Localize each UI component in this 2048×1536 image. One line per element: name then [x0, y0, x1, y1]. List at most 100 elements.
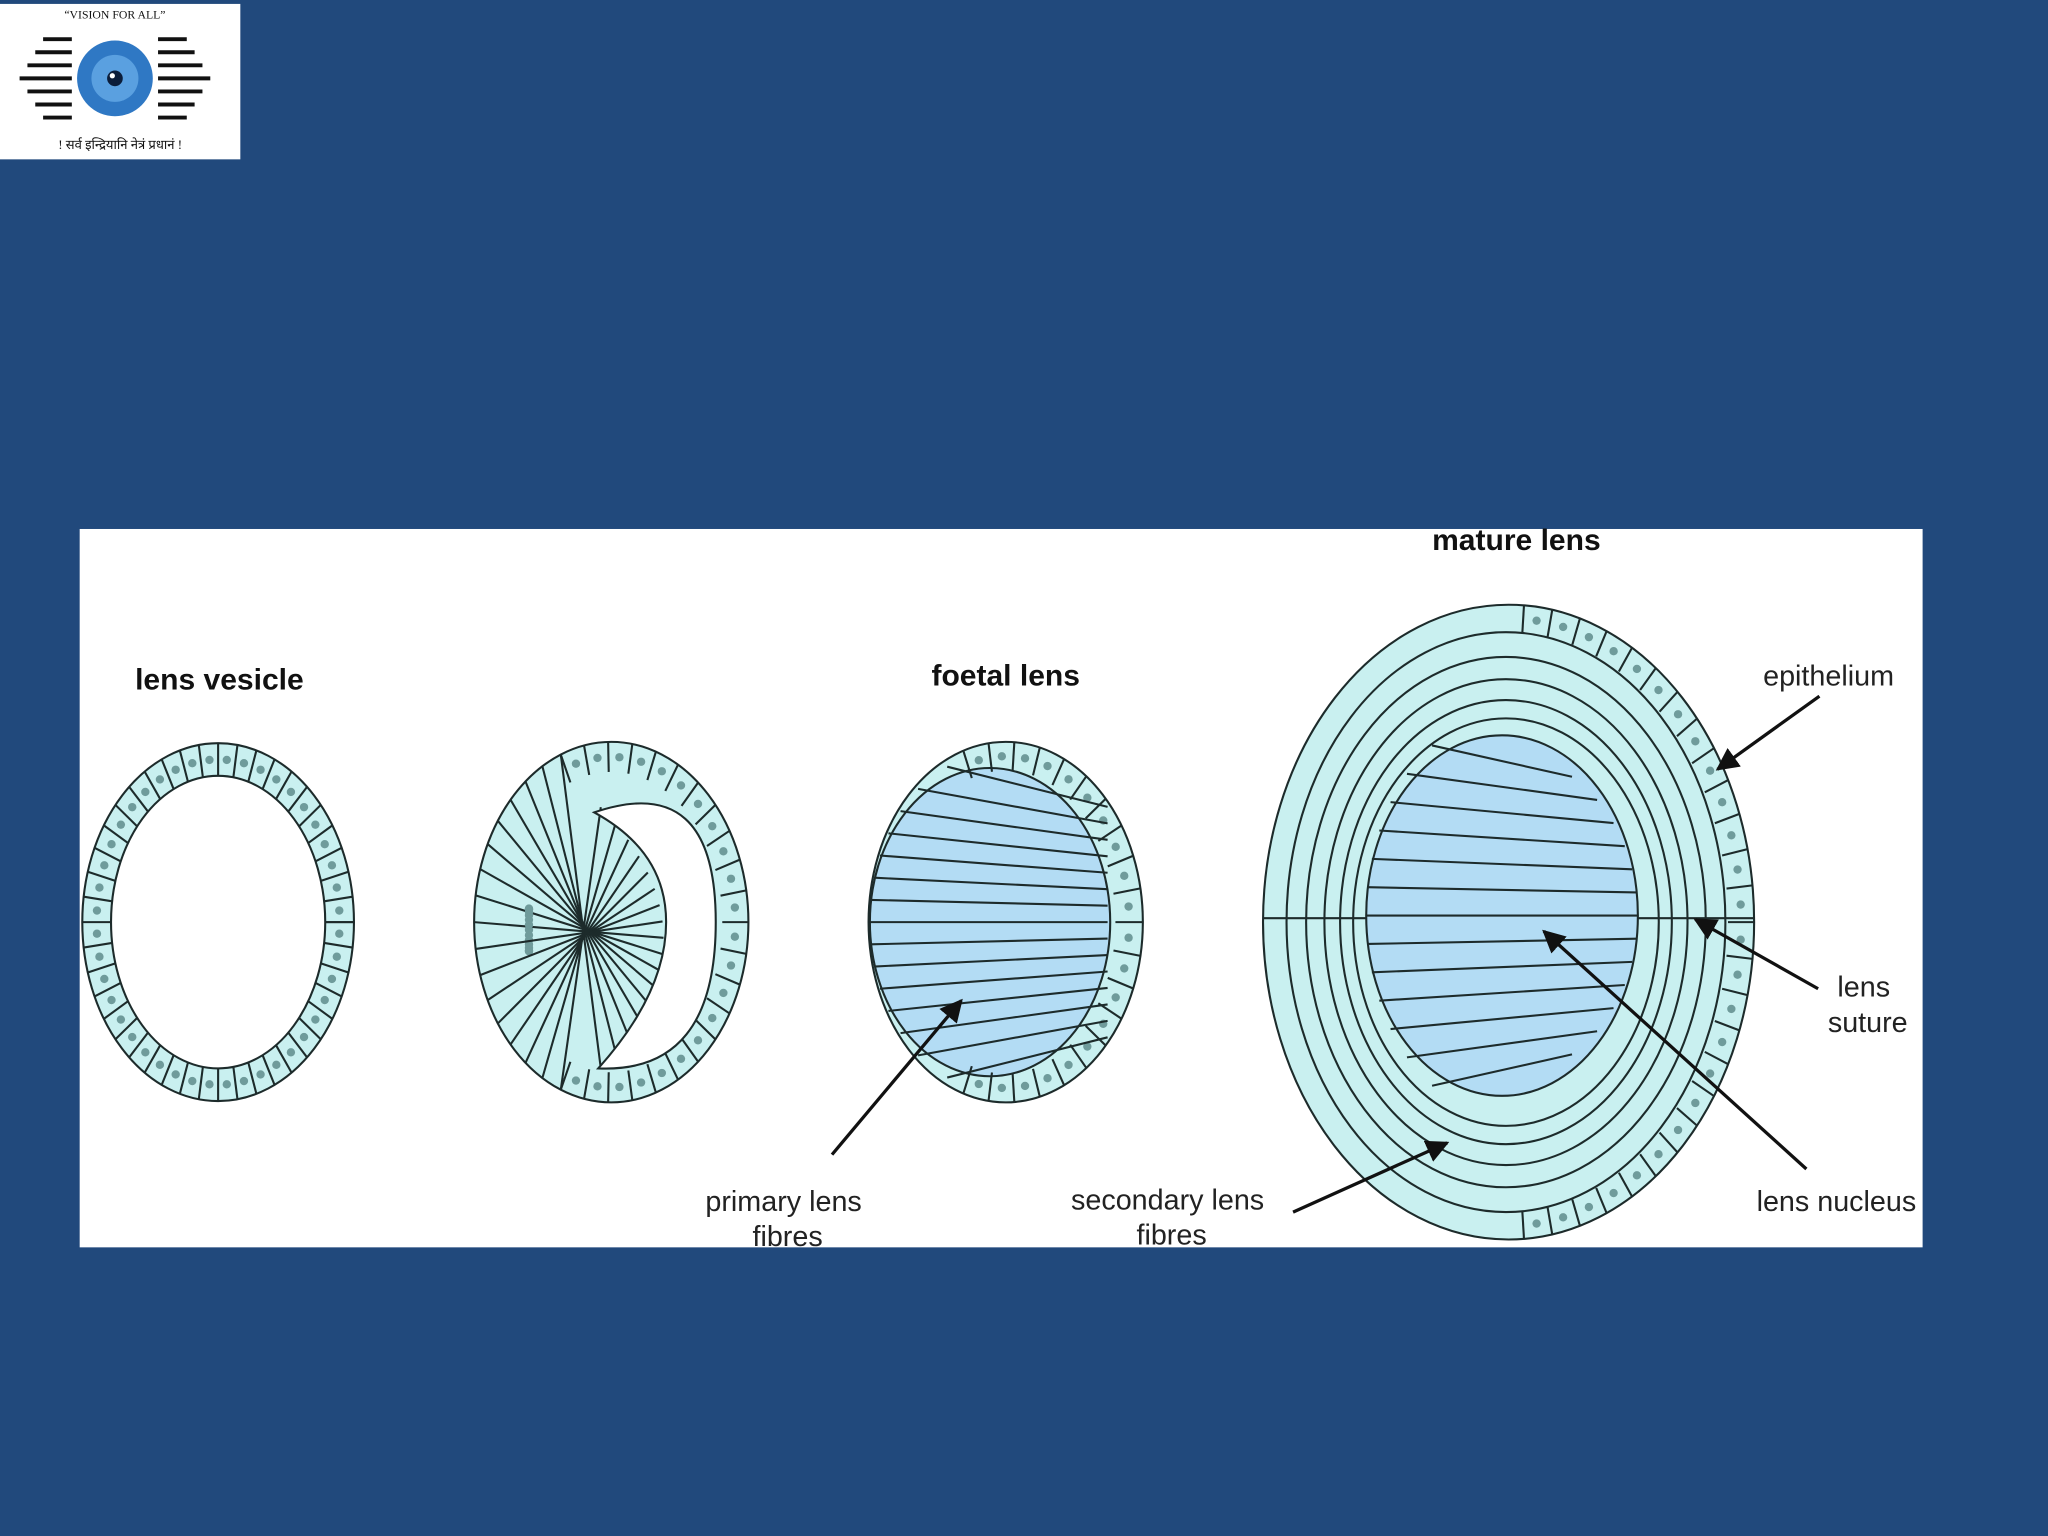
cell-nucleus [205, 1080, 214, 1089]
cell-nucleus [1532, 616, 1541, 625]
primary-fibre [870, 937, 1108, 946]
cell-wall [87, 870, 116, 882]
cell-wall [320, 962, 349, 974]
cell-nucleus [1020, 754, 1030, 763]
primary-fibre [486, 843, 656, 988]
cell-nucleus [693, 799, 703, 809]
nucleus-fibre [1379, 829, 1625, 848]
cell-nucleus [1673, 1125, 1683, 1135]
cell-nucleus [1654, 685, 1663, 695]
primary-fibre [900, 1003, 1108, 1035]
cell-nucleus [222, 755, 231, 765]
primary-fibre [509, 799, 640, 1020]
stage-title: lens vesicle [135, 664, 304, 697]
cell-wall [128, 1032, 149, 1058]
cell-wall [1084, 797, 1107, 820]
cell-wall [103, 824, 129, 844]
primary-fibre [474, 921, 664, 939]
cell-wall [287, 1032, 308, 1058]
cell-wall [1617, 647, 1633, 672]
cell-wall [87, 962, 116, 974]
cell-wall [1676, 717, 1698, 738]
primary-fibre [917, 787, 1108, 825]
cell-nucleus [205, 755, 214, 765]
cell-nucleus [657, 767, 667, 776]
cell-nucleus [1691, 737, 1700, 746]
cell-nucleus [615, 753, 624, 762]
cell-wall [583, 745, 591, 776]
cell-wall [232, 744, 239, 778]
cell-wall [1546, 1207, 1554, 1235]
cell-nucleus [1111, 842, 1120, 851]
cell-wall [607, 741, 610, 772]
cell-nucleus [593, 753, 602, 763]
nucleus-fibre [1431, 744, 1573, 778]
cell-nucleus [335, 906, 344, 915]
cell-nucleus [719, 988, 728, 998]
cell-nucleus [708, 821, 717, 831]
cell-nucleus [1736, 900, 1745, 909]
primary-fibre [524, 781, 630, 1037]
cell-nucleus [571, 1076, 581, 1085]
primary-fibre [497, 871, 649, 1025]
cell-nucleus [256, 765, 265, 774]
label: lens suture [1828, 972, 1908, 1039]
cell-wall [1595, 630, 1608, 657]
cell-wall [1691, 747, 1715, 765]
secondary-fibre [1285, 631, 1727, 1214]
cell-wall [1031, 747, 1041, 776]
cell-wall [1084, 1025, 1107, 1047]
cell-wall [320, 870, 349, 882]
cell-wall [1051, 1058, 1066, 1086]
cell-nucleus [1717, 798, 1727, 807]
vesicle-cavity [591, 802, 717, 1070]
nucleus-fibre [1371, 857, 1633, 871]
logo-motto: ! सर्व इन्द्रियानि नेत्रं प्रधानं ! [58, 137, 182, 152]
primary-fibre [874, 876, 1108, 891]
cell-wall [646, 1063, 657, 1093]
diagram-art [81, 603, 1756, 1241]
cell-wall [287, 786, 308, 813]
cell-nucleus [1717, 1037, 1727, 1047]
cell-wall [261, 1054, 276, 1086]
cell-nucleus [1124, 902, 1133, 911]
cell-wall [680, 1037, 699, 1063]
cell-nucleus [116, 1015, 126, 1024]
cell-nucleus [708, 1013, 717, 1023]
cell-nucleus [1654, 1150, 1663, 1159]
primary-fibre [946, 1036, 1108, 1079]
primary-fibre [479, 868, 661, 972]
cell-nucleus [327, 861, 337, 870]
cell-nucleus [299, 1032, 309, 1042]
cell-wall [1546, 609, 1554, 637]
cell-wall [706, 829, 731, 847]
cell-wall [1704, 1050, 1729, 1066]
cell-nucleus [100, 974, 109, 984]
cell-wall [275, 771, 293, 800]
cell-nucleus [272, 775, 281, 784]
cell-nucleus [1691, 1098, 1700, 1108]
cell-nucleus [1064, 1060, 1073, 1070]
cell-wall [646, 751, 657, 781]
cell-nucleus [676, 781, 686, 790]
cell-nucleus [320, 995, 329, 1005]
cell-nucleus [593, 1082, 602, 1091]
stage-title: mature lens [1432, 524, 1601, 557]
cell-wall [261, 758, 276, 790]
primary-fibre [559, 807, 602, 1090]
nucleus-fibre [1371, 960, 1633, 974]
cell-nucleus [1733, 970, 1742, 979]
cell-nucleus [676, 1054, 686, 1063]
cell-nucleus [107, 840, 116, 849]
primary-fibre [888, 832, 1108, 858]
cell-nucleus [100, 861, 109, 870]
cell-wall [1069, 1044, 1088, 1069]
cell-nucleus [1020, 1081, 1030, 1091]
cell-nucleus [636, 757, 646, 766]
cell-wall [1714, 812, 1740, 825]
cell-nucleus [239, 759, 249, 768]
cell-nucleus [1083, 1042, 1092, 1051]
cell-wall [1726, 954, 1753, 960]
cell-nucleus [128, 1032, 137, 1042]
